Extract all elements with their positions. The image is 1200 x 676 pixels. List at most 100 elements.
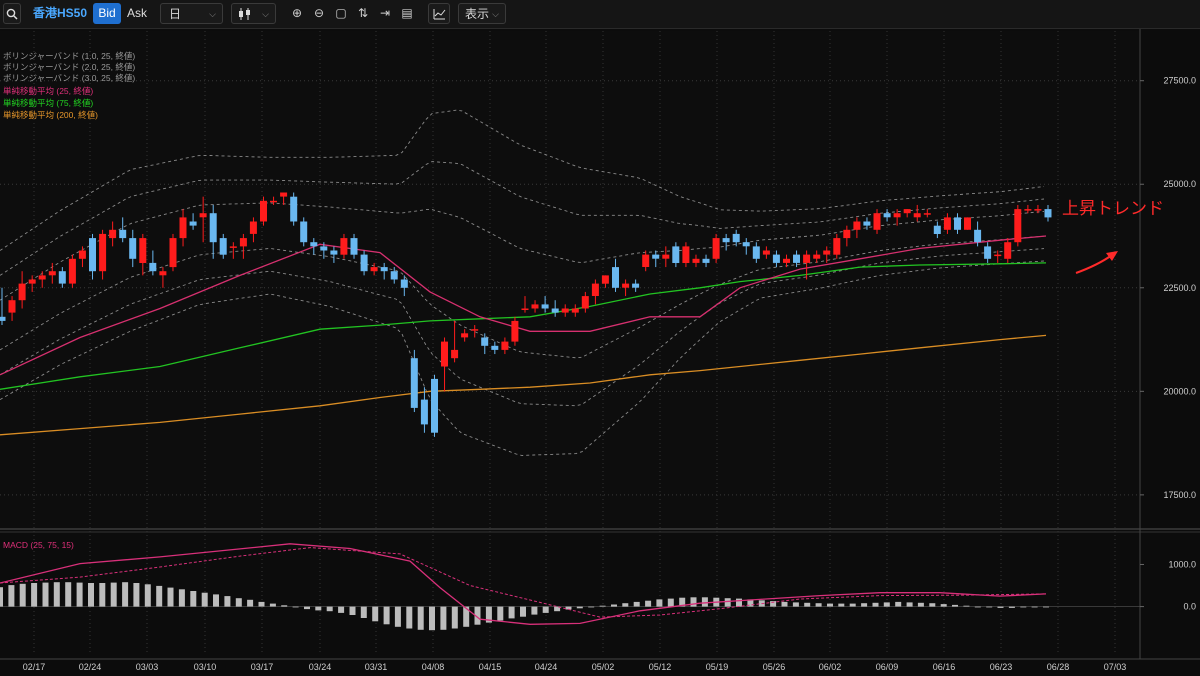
candle-body	[752, 246, 760, 259]
fit-icon[interactable]: ▢	[335, 6, 347, 20]
candle-body	[692, 258, 700, 263]
candle-body	[149, 262, 157, 272]
candle-body	[581, 296, 589, 309]
macd-histogram-bar	[360, 606, 367, 618]
macd-histogram-bar	[0, 587, 3, 607]
candle-body	[793, 254, 800, 263]
macd-histogram-bar	[952, 604, 958, 607]
candle-body	[501, 341, 509, 350]
sma75-line	[0, 262, 1047, 390]
x-tick-label: 03/24	[309, 662, 332, 672]
macd-histogram-bar	[963, 605, 970, 607]
macd-histogram-bar	[599, 605, 606, 607]
period-select[interactable]: 日 ⌵	[160, 3, 223, 24]
bid-toggle[interactable]: Bid	[93, 3, 121, 24]
candle-body	[380, 267, 388, 272]
candle-body	[0, 316, 6, 321]
bollinger-band-line	[0, 235, 1045, 359]
macd-histogram-bar	[178, 589, 185, 607]
candle-body	[722, 238, 730, 243]
candle-body	[541, 304, 549, 309]
macd-histogram-bar	[724, 598, 731, 607]
candle-body	[68, 258, 76, 284]
chevron-down-icon: ⌵	[209, 9, 216, 19]
candle-body	[199, 213, 207, 218]
macd-histogram-bar	[99, 583, 106, 607]
candle-body	[290, 196, 298, 222]
x-tick-label: 04/08	[422, 662, 445, 672]
y-tick-label: 17500.0	[1163, 490, 1196, 500]
symbol-label[interactable]: 香港HS50	[33, 6, 88, 20]
candle-body	[441, 341, 448, 367]
candle-body	[420, 399, 428, 425]
candle-body	[833, 238, 841, 255]
candle-body	[652, 254, 660, 259]
ask-toggle[interactable]: Ask	[126, 6, 147, 20]
candle-body	[521, 308, 529, 310]
search-button[interactable]	[3, 3, 21, 24]
macd-line	[0, 543, 1047, 625]
price-chart[interactable]: 17500.0 20000.0 22500.0 25000.0 27500.0 0.0 10…	[0, 29, 1200, 676]
candle-body	[119, 229, 127, 239]
macd-tick-label: 1000.0	[1168, 559, 1196, 569]
chart-type-select[interactable]: ⌵	[231, 3, 276, 24]
display-menu[interactable]: 表示 ⌵	[458, 3, 506, 24]
document-icon[interactable]: ▤	[401, 6, 413, 20]
candle-body	[903, 209, 911, 214]
toolbar: 香港HS50 Bid Ask 日 ⌵ ⌵ ⊕ ⊖ ▢ ⇅ ⇥ ▤ 表示 ⌵	[0, 0, 1200, 29]
y-tick-label: 20000.0	[1163, 386, 1196, 396]
macd-histogram-bar	[576, 606, 583, 609]
candle-body	[813, 254, 821, 259]
zoom-in-icon[interactable]: ⊕	[291, 6, 303, 20]
candle-body	[491, 345, 499, 350]
macd-histogram-bar	[201, 592, 208, 607]
candle-body	[239, 238, 247, 247]
candle-body	[471, 329, 479, 331]
legend-item: 単純移動平均 (75, 終値)	[3, 98, 94, 108]
candle-body	[591, 283, 599, 296]
candle-body	[1024, 209, 1032, 211]
macd-histogram-bar	[42, 582, 49, 607]
macd-histogram-bar	[508, 606, 515, 619]
macd-histogram-bar	[997, 606, 1004, 608]
macd-panel	[0, 543, 1049, 631]
candle-body	[280, 192, 288, 197]
candle-body	[18, 283, 26, 301]
macd-histogram-bar	[565, 606, 572, 610]
x-tick-label: 05/12	[649, 662, 672, 672]
macd-histogram-bar	[474, 606, 481, 625]
macd-histogram-bar	[269, 603, 276, 607]
x-tick-label: 05/02	[592, 662, 615, 672]
macd-histogram-bar	[372, 606, 379, 622]
candle-body	[933, 225, 941, 234]
indicator-button[interactable]	[428, 3, 450, 24]
macd-histogram-bar	[701, 597, 708, 607]
candle-body	[712, 238, 720, 259]
zoom-out-icon[interactable]: ⊖	[313, 6, 325, 20]
trend-annotation: 上昇トレンド	[1062, 199, 1164, 218]
candle-body	[984, 246, 992, 259]
macd-histogram-bar	[463, 606, 470, 627]
x-tick-label: 06/16	[933, 662, 956, 672]
macd-histogram-bar	[1008, 606, 1015, 608]
candle-body	[48, 271, 56, 276]
macd-tick-label: 0.0	[1183, 602, 1196, 612]
bollinger-bands	[0, 109, 1045, 456]
x-tick-label: 06/09	[876, 662, 899, 672]
x-tick-label: 06/23	[990, 662, 1013, 672]
candle-body	[893, 213, 901, 218]
candle-body	[451, 349, 459, 359]
candle-body	[943, 217, 951, 230]
scroll-end-icon[interactable]: ⇥	[379, 6, 391, 20]
x-tick-label: 03/03	[136, 662, 159, 672]
macd-histogram-bar	[633, 601, 640, 607]
auto-scale-icon[interactable]: ⇅	[357, 6, 369, 20]
candle-body	[320, 246, 328, 251]
macd-histogram-bar	[406, 606, 413, 629]
candle-body	[219, 238, 227, 255]
candle-body	[310, 242, 318, 247]
macd-histogram-bar	[281, 605, 288, 607]
macd-histogram-bar	[53, 582, 60, 607]
candle-body	[863, 221, 871, 226]
candle-body	[189, 221, 197, 226]
